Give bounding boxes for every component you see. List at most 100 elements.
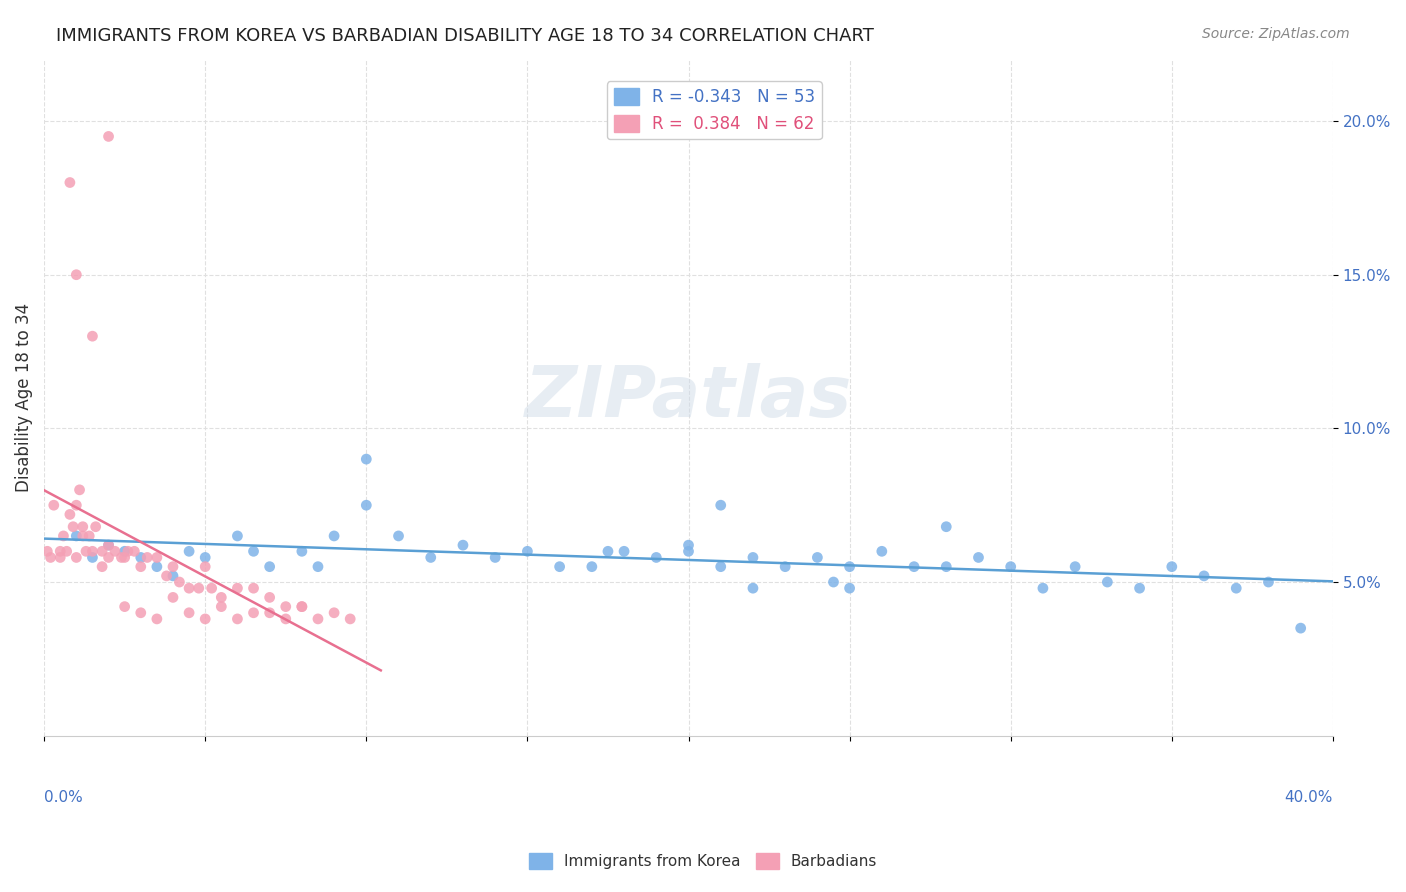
Y-axis label: Disability Age 18 to 34: Disability Age 18 to 34: [15, 303, 32, 492]
Text: IMMIGRANTS FROM KOREA VS BARBADIAN DISABILITY AGE 18 TO 34 CORRELATION CHART: IMMIGRANTS FROM KOREA VS BARBADIAN DISAB…: [56, 27, 875, 45]
Immigrants from Korea: [291, 544, 314, 558]
Barbadians: [136, 550, 159, 565]
Barbadians: [162, 559, 184, 574]
Barbadians: [77, 529, 100, 543]
Barbadians: [59, 176, 82, 190]
Immigrants from Korea: [935, 559, 957, 574]
Barbadians: [194, 559, 217, 574]
Barbadians: [37, 544, 59, 558]
Immigrants from Korea: [177, 544, 200, 558]
Immigrants from Korea: [613, 544, 636, 558]
Immigrants from Korea: [356, 498, 378, 512]
Barbadians: [124, 544, 146, 558]
Immigrants from Korea: [419, 550, 441, 565]
Barbadians: [307, 612, 329, 626]
Barbadians: [82, 544, 104, 558]
Barbadians: [129, 606, 152, 620]
Immigrants from Korea: [773, 559, 796, 574]
Barbadians: [226, 612, 249, 626]
Immigrants from Korea: [387, 529, 409, 543]
Immigrants from Korea: [242, 544, 264, 558]
Barbadians: [177, 581, 200, 595]
Immigrants from Korea: [645, 550, 668, 565]
Barbadians: [209, 599, 232, 614]
Immigrants from Korea: [710, 498, 733, 512]
Barbadians: [162, 591, 184, 605]
Barbadians: [110, 550, 132, 565]
Immigrants from Korea: [806, 550, 828, 565]
Barbadians: [155, 569, 177, 583]
Barbadians: [259, 606, 281, 620]
Barbadians: [242, 606, 264, 620]
Barbadians: [339, 612, 361, 626]
Barbadians: [82, 329, 104, 343]
Immigrants from Korea: [1064, 559, 1087, 574]
Barbadians: [62, 519, 84, 533]
Immigrants from Korea: [65, 529, 87, 543]
Immigrants from Korea: [1129, 581, 1152, 595]
Immigrants from Korea: [1192, 569, 1215, 583]
Barbadians: [49, 550, 72, 565]
Barbadians: [69, 483, 91, 497]
Barbadians: [84, 519, 107, 533]
Immigrants from Korea: [323, 529, 346, 543]
Immigrants from Korea: [710, 559, 733, 574]
Immigrants from Korea: [82, 550, 104, 565]
Barbadians: [65, 268, 87, 282]
Barbadians: [42, 498, 65, 512]
Text: Source: ZipAtlas.com: Source: ZipAtlas.com: [1202, 27, 1350, 41]
Immigrants from Korea: [146, 559, 169, 574]
Immigrants from Korea: [678, 544, 700, 558]
Immigrants from Korea: [226, 529, 249, 543]
Immigrants from Korea: [162, 569, 184, 583]
Barbadians: [117, 544, 139, 558]
Barbadians: [177, 606, 200, 620]
Barbadians: [226, 581, 249, 595]
Immigrants from Korea: [903, 559, 925, 574]
Barbadians: [65, 550, 87, 565]
Barbadians: [59, 508, 82, 522]
Immigrants from Korea: [838, 559, 860, 574]
Barbadians: [146, 612, 169, 626]
Barbadians: [72, 529, 94, 543]
Barbadians: [259, 591, 281, 605]
Immigrants from Korea: [1032, 581, 1054, 595]
Barbadians: [291, 599, 314, 614]
Barbadians: [209, 591, 232, 605]
Barbadians: [55, 544, 77, 558]
Immigrants from Korea: [581, 559, 603, 574]
Immigrants from Korea: [114, 544, 136, 558]
Immigrants from Korea: [596, 544, 619, 558]
Barbadians: [97, 538, 120, 552]
Barbadians: [91, 544, 114, 558]
Barbadians: [146, 550, 169, 565]
Barbadians: [104, 544, 127, 558]
Immigrants from Korea: [484, 550, 506, 565]
Barbadians: [194, 612, 217, 626]
Barbadians: [75, 544, 97, 558]
Immigrants from Korea: [967, 550, 990, 565]
Barbadians: [129, 559, 152, 574]
Barbadians: [169, 575, 191, 590]
Barbadians: [91, 559, 114, 574]
Immigrants from Korea: [516, 544, 538, 558]
Text: 0.0%: 0.0%: [44, 789, 83, 805]
Barbadians: [39, 550, 62, 565]
Immigrants from Korea: [1257, 575, 1279, 590]
Barbadians: [72, 519, 94, 533]
Immigrants from Korea: [356, 452, 378, 467]
Immigrants from Korea: [307, 559, 329, 574]
Immigrants from Korea: [451, 538, 474, 552]
Barbadians: [52, 529, 75, 543]
Immigrants from Korea: [742, 581, 765, 595]
Barbadians: [97, 550, 120, 565]
Immigrants from Korea: [935, 519, 957, 533]
Barbadians: [97, 129, 120, 144]
Barbadians: [242, 581, 264, 595]
Barbadians: [65, 498, 87, 512]
Barbadians: [274, 612, 297, 626]
Legend: R = -0.343   N = 53, R =  0.384   N = 62: R = -0.343 N = 53, R = 0.384 N = 62: [607, 81, 821, 139]
Text: 40.0%: 40.0%: [1285, 789, 1333, 805]
Barbadians: [114, 550, 136, 565]
Barbadians: [323, 606, 346, 620]
